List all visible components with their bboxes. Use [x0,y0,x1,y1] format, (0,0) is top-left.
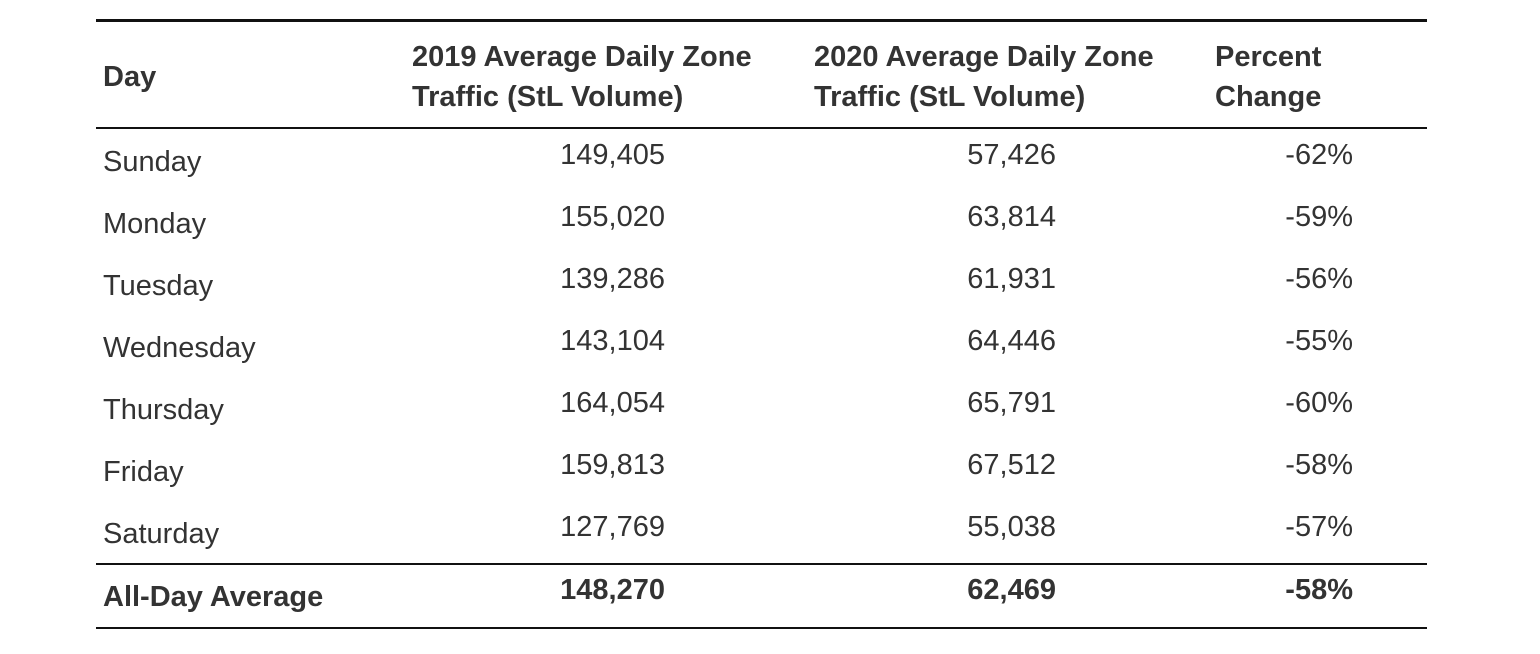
top-rule [96,19,1427,22]
row-cell: 67,512 [967,449,1056,481]
row-cell: Wednesday [103,332,256,364]
row-cell: -62% [1285,139,1353,171]
row-cell: 143,104 [560,325,665,357]
footer-rule [96,563,1427,565]
row-cell: 159,813 [560,449,665,481]
row-cell: 149,405 [560,139,665,171]
row-cell: 155,020 [560,201,665,233]
footer-cell: -58% [1285,574,1353,606]
header-cell: 2020 Average Daily Zone Traffic (StL Vol… [814,41,1154,113]
row-cell: Saturday [103,518,220,550]
row-cell: -58% [1285,449,1353,481]
header-cell: 2019 Average Daily Zone Traffic (StL Vol… [412,41,752,113]
row-cell: 164,054 [560,387,665,419]
row-cell: 127,769 [560,511,665,543]
row-cell: Sunday [103,146,202,178]
row-cell: Friday [103,456,184,488]
header-cell: Day [103,61,157,93]
row-cell: Monday [103,208,207,240]
footer-cell: 148,270 [560,574,665,606]
row-cell: 57,426 [967,139,1056,171]
row-cell: -55% [1285,325,1353,357]
row-cell: 55,038 [967,511,1056,543]
row-cell: -60% [1285,387,1353,419]
footer-cell: 62,469 [967,574,1056,606]
footer-cell: All-Day Average [103,581,324,613]
row-cell: 65,791 [967,387,1056,419]
row-cell: 61,931 [967,263,1056,295]
header-cell: Percent Change [1215,41,1322,113]
row-cell: 64,446 [967,325,1056,357]
row-cell: -59% [1285,201,1353,233]
row-cell: -57% [1285,511,1353,543]
row-cell: Thursday [103,394,224,426]
row-cell: Tuesday [103,270,214,302]
row-cell: 139,286 [560,263,665,295]
row-cell: 63,814 [967,201,1056,233]
header-rule [96,127,1427,129]
bottom-rule [96,627,1427,629]
row-cell: -56% [1285,263,1353,295]
